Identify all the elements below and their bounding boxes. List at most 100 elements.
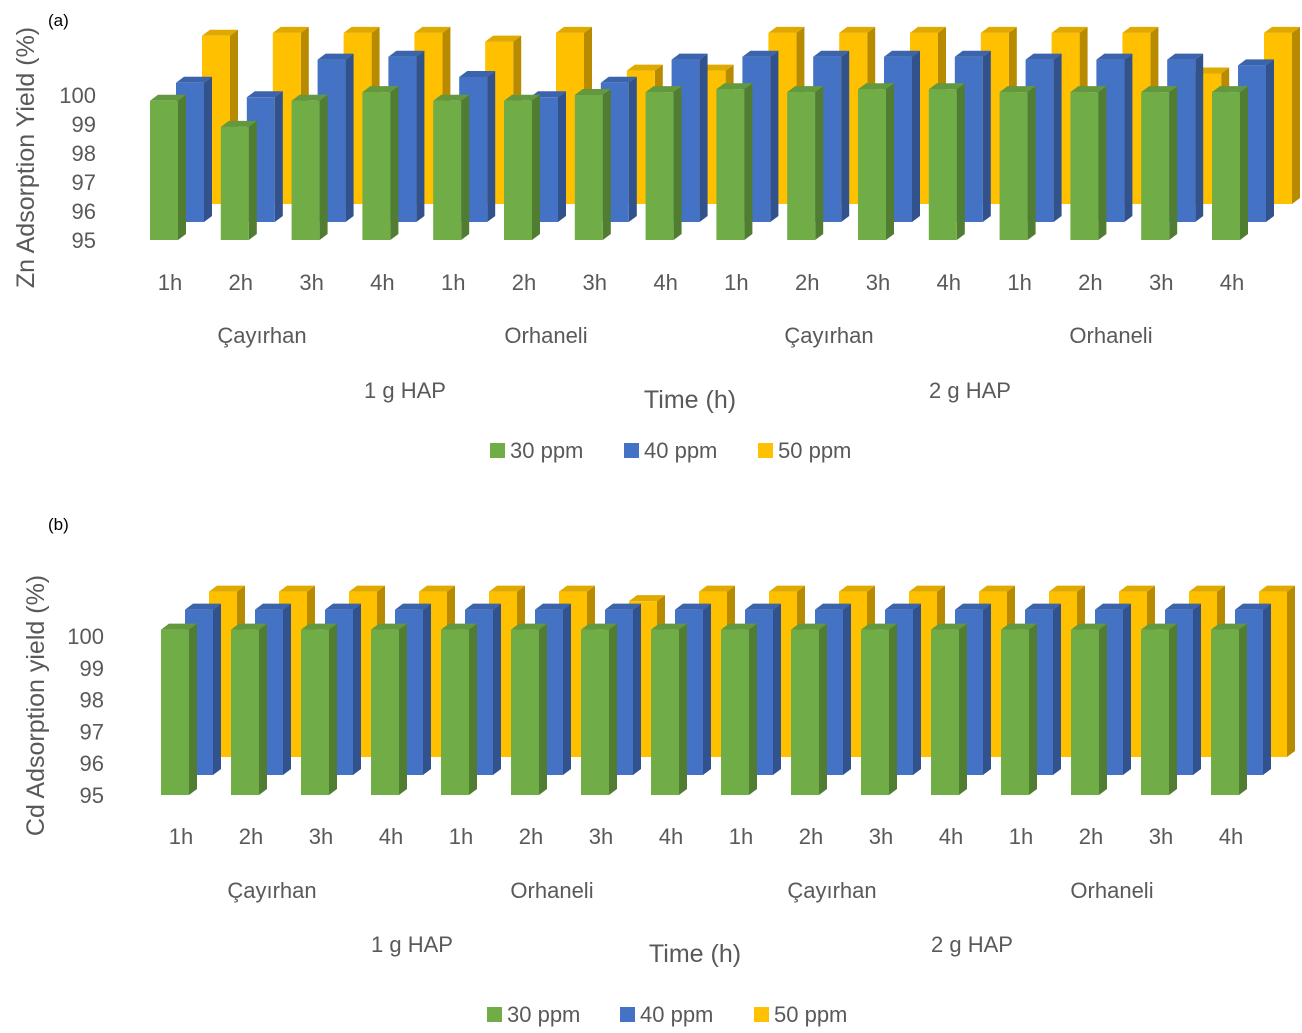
- bar: [787, 86, 824, 240]
- bar-side: [749, 623, 757, 795]
- bar-side: [248, 120, 257, 240]
- bar-side: [204, 76, 212, 222]
- bar-top: [559, 585, 595, 592]
- bar-side: [1124, 53, 1133, 222]
- bar-side: [913, 603, 921, 775]
- bar-side: [1239, 623, 1247, 795]
- bar-side: [274, 91, 283, 222]
- x-tick-label: 1h: [1009, 824, 1033, 849]
- bar-top: [999, 86, 1036, 93]
- bar-front: [861, 629, 889, 795]
- bar-side: [1292, 26, 1300, 205]
- bar-top: [716, 83, 753, 90]
- bar-side: [178, 94, 186, 240]
- bar-top: [441, 623, 477, 630]
- bar-top: [362, 86, 399, 93]
- bar-front: [301, 629, 329, 795]
- bar-front: [574, 95, 603, 240]
- bar: [1001, 623, 1037, 795]
- bar-side: [699, 53, 708, 222]
- chart-panel-a: (a) Zn Adsorption Yield (%) 95 96 97 98 99 100 1…: [12, 11, 1300, 463]
- bar-front: [504, 100, 532, 240]
- bar: [581, 623, 617, 795]
- bar-top: [721, 623, 757, 630]
- x-axis-title: Time (h): [649, 940, 741, 968]
- bar: [999, 86, 1036, 240]
- bar-side: [1240, 86, 1248, 240]
- panel-label: (b): [48, 515, 69, 534]
- bar-side: [628, 76, 637, 222]
- bar-side: [469, 623, 477, 795]
- bar-top: [1049, 585, 1085, 592]
- bar-top: [1264, 26, 1300, 33]
- bar-front: [362, 92, 391, 240]
- x-tick-label: 1h: [158, 270, 182, 295]
- bar-side: [633, 603, 641, 775]
- y-axis-title: Cd Adsorption yield (%): [22, 575, 50, 836]
- bar-side: [889, 623, 897, 795]
- bar: [1141, 86, 1178, 240]
- bar: [150, 94, 186, 240]
- x-tick-label: 3h: [1149, 824, 1173, 849]
- bar-side: [1263, 603, 1271, 775]
- bar-top: [1051, 26, 1088, 33]
- legend-label: 40 ppm: [640, 1002, 713, 1027]
- bar-top: [928, 83, 965, 90]
- bar: [301, 623, 337, 795]
- bar-top: [909, 585, 945, 592]
- bar-top: [1211, 623, 1247, 630]
- bar-top: [1259, 585, 1295, 592]
- group-label: Orhaneli: [1070, 878, 1153, 903]
- bar-top: [675, 603, 711, 610]
- bar-side: [319, 94, 328, 240]
- bar-side: [416, 50, 425, 223]
- group-label: Çayırhan: [227, 878, 316, 903]
- y-tick-label: 98: [80, 688, 104, 713]
- bar-side: [602, 89, 611, 240]
- x-tick-label: 3h: [299, 270, 323, 295]
- bar-front: [928, 89, 957, 240]
- bar-top: [556, 26, 592, 33]
- bar: [721, 623, 757, 795]
- x-tick-label: 4h: [659, 824, 683, 849]
- bar: [574, 89, 611, 240]
- x-tick-label: 3h: [1149, 270, 1173, 295]
- bar-top: [1071, 623, 1107, 630]
- bar-top: [626, 64, 663, 71]
- bar: [433, 94, 470, 240]
- y-tick-label: 97: [80, 719, 104, 744]
- bar-side: [983, 603, 991, 775]
- bar-top: [954, 50, 991, 57]
- bar-side: [956, 83, 965, 240]
- x-tick-label: 4h: [370, 270, 394, 295]
- bar-top: [651, 623, 687, 630]
- group-label: Çayırhan: [787, 878, 876, 903]
- bar-side: [1099, 623, 1107, 795]
- bar-top: [272, 26, 309, 33]
- bar-top: [1189, 585, 1225, 592]
- bar-front: [433, 100, 462, 240]
- x-tick-label: 1h: [169, 824, 193, 849]
- x-tick-label: 2h: [1079, 824, 1103, 849]
- legend-swatch: [490, 443, 505, 458]
- panel-label: (a): [48, 11, 69, 30]
- bar-top: [858, 83, 894, 90]
- y-tick-label: 95: [72, 228, 96, 253]
- bar-side: [703, 603, 711, 775]
- y-tick-label: 100: [67, 624, 104, 649]
- x-tick-label: 2h: [799, 824, 823, 849]
- bar-top: [600, 76, 637, 83]
- bar-front: [581, 629, 609, 795]
- bar-top: [839, 26, 876, 33]
- bar-top: [459, 71, 496, 77]
- bar-side: [1029, 623, 1037, 795]
- legend-swatch: [754, 1007, 769, 1022]
- x-tick-label: 3h: [866, 270, 890, 295]
- x-tick-label: 2h: [1078, 270, 1102, 295]
- bar-top: [979, 585, 1015, 592]
- bar-front: [721, 629, 749, 795]
- bar-top: [414, 26, 451, 33]
- bar-side: [912, 50, 920, 223]
- bar-top: [202, 29, 238, 36]
- bar: [362, 86, 399, 240]
